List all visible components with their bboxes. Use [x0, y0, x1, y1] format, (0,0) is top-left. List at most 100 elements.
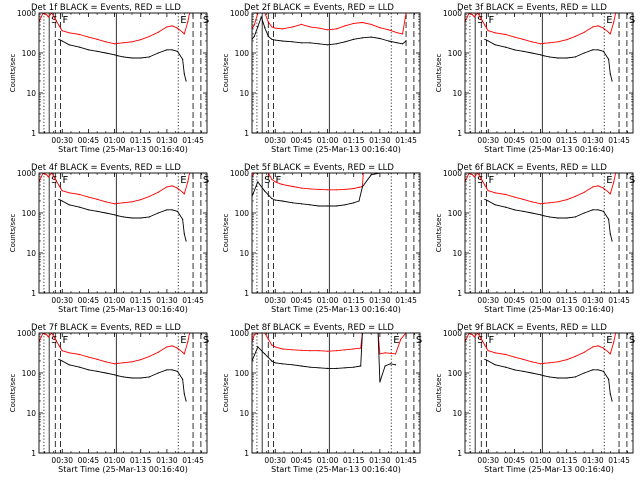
data-point-lld [487, 30, 489, 32]
data-point-events [548, 376, 550, 378]
x-tick-label: 01:45 [608, 456, 630, 465]
data-point-events [335, 43, 337, 45]
x-axis-label: Start Time (25-Mar-13 00:16:40) [484, 305, 614, 314]
data-point-events [117, 375, 119, 377]
data-point-lld [487, 190, 489, 192]
y-tick-label: 1000 [230, 9, 249, 18]
x-tick-label: 00:45 [78, 136, 100, 145]
data-point-lld [96, 358, 98, 360]
data-point-events [59, 39, 62, 41]
data-point-lld [253, 334, 255, 336]
data-point-events [494, 204, 496, 206]
data-point-lld [46, 174, 48, 176]
y-tick-label: 1 [31, 289, 36, 298]
y-tick-label: 1000 [17, 9, 36, 18]
data-point-events [79, 206, 81, 208]
data-point-events [122, 216, 124, 218]
y-tick-label: 1 [31, 129, 36, 138]
y-tick-label: 1000 [443, 9, 462, 18]
data-point-lld [87, 36, 89, 38]
time-marker-label: F [63, 335, 69, 346]
data-point-lld [597, 25, 599, 27]
data-point-lld [522, 358, 524, 360]
data-point-events [166, 369, 168, 371]
data-point-lld [183, 193, 185, 195]
x-tick-label: 00:45 [291, 136, 313, 145]
x-tick-label: 01:45 [395, 296, 417, 305]
data-point-events [253, 35, 255, 38]
y-tick-label: 10 [26, 249, 36, 258]
data-point-events [487, 360, 489, 362]
data-point-lld [61, 350, 63, 352]
data-point-lld [353, 348, 355, 350]
data-point-lld [513, 356, 516, 358]
series-group [252, 13, 412, 46]
data-point-events [140, 57, 142, 59]
x-tick-label: 01:15 [130, 456, 152, 465]
data-point-events [117, 55, 119, 57]
x-tick-label: 01:45 [608, 136, 630, 145]
data-point-lld [384, 352, 386, 354]
data-point-events [318, 367, 320, 369]
data-point-events [609, 233, 611, 235]
x-tick-label: 01:30 [582, 456, 604, 465]
data-point-events [487, 40, 489, 42]
x-tick-label: 01:15 [343, 456, 365, 465]
data-point-lld [531, 41, 533, 43]
x-tick-label: 01:15 [343, 136, 365, 145]
data-point-events [540, 214, 542, 216]
data-point-lld [327, 189, 329, 191]
data-point-events [300, 203, 302, 205]
data-point-events [182, 378, 184, 380]
y-tick-label: 1000 [17, 169, 36, 178]
x-axis-label: Start Time (25-Mar-13 00:16:40) [271, 305, 401, 314]
data-point-events [361, 186, 363, 188]
data-point-lld [171, 185, 173, 187]
data-point-lld [608, 191, 610, 193]
chart-panel-8: Det 8f BLACK = Events, RED = LLD 1 10 100 10… [222, 323, 422, 474]
data-point-lld [148, 355, 150, 357]
data-point-events [171, 49, 173, 51]
data-point-lld [253, 24, 255, 26]
data-point-events [79, 46, 81, 48]
data-point-lld [47, 336, 49, 338]
y-tick-label: 1000 [443, 169, 462, 178]
x-tick-label: 01:15 [556, 136, 578, 145]
chart-panel-1: Det 1f BLACK = Events, RED = LLD 1 10 100 10… [9, 3, 209, 154]
data-point-events [484, 38, 486, 40]
data-point-lld [353, 22, 355, 24]
data-point-events [602, 50, 605, 52]
data-point-events [327, 44, 329, 46]
x-tick-label: 01:30 [582, 296, 604, 305]
data-point-events [505, 206, 507, 208]
data-point-lld [379, 353, 381, 355]
time-marker-label: S [203, 335, 209, 346]
x-tick-label: 00:30 [477, 136, 499, 145]
data-point-events [388, 40, 390, 42]
data-point-lld [353, 187, 355, 190]
y-axis-label: Counts/sec [9, 374, 17, 413]
x-tick-label: 01:30 [156, 136, 178, 145]
data-point-events [281, 40, 283, 42]
y-tick-label: 1 [31, 449, 36, 458]
data-point-events [183, 393, 185, 395]
data-point-events [281, 363, 283, 365]
data-point-lld [300, 349, 302, 351]
data-point-lld [487, 350, 489, 352]
data-point-events [300, 365, 302, 367]
y-axis-label: Counts/sec [9, 214, 17, 253]
data-point-events [513, 209, 516, 211]
data-point-events [114, 54, 116, 56]
data-point-events [185, 80, 187, 82]
data-point-lld [281, 348, 283, 350]
data-point-events [557, 57, 559, 59]
data-point-lld [389, 352, 391, 354]
data-point-lld [271, 178, 273, 180]
data-point-lld [176, 347, 178, 349]
chart-title: Det 3f BLACK = Events, RED = LLD [457, 3, 607, 13]
data-point-lld [402, 33, 404, 35]
time-marker-label: E [180, 335, 186, 346]
data-point-events [548, 56, 550, 58]
data-point-lld [608, 351, 610, 353]
x-tick-label: 00:45 [78, 456, 100, 465]
